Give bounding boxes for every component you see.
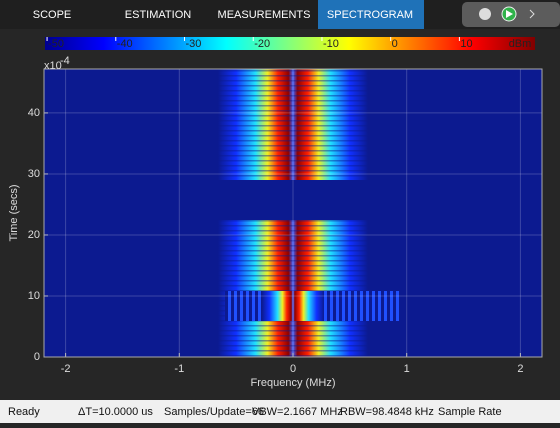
- x-axis-label: Frequency (MHz): [251, 377, 336, 389]
- tab[interactable]: MEASUREMENTS: [218, 9, 311, 21]
- spectrogram-texture: [218, 69, 368, 180]
- colorbar-tick-label: 10: [460, 38, 472, 50]
- status-item: VBW=2.1667 MHz: [252, 406, 343, 418]
- y-tick-label: 40: [28, 107, 40, 119]
- y-tick-label: 30: [28, 168, 40, 180]
- settings-icon[interactable]: [479, 8, 491, 20]
- tab[interactable]: SCOPE: [33, 9, 72, 21]
- spectrogram-band: [262, 291, 324, 321]
- colorbar-tick-label: -30: [186, 38, 202, 50]
- colorbar-tick-label: 0: [392, 38, 398, 50]
- more-icon[interactable]: [529, 9, 535, 19]
- tab[interactable]: ESTIMATION: [125, 9, 191, 21]
- y-multiplier: x10: [44, 60, 62, 72]
- y-multiplier-exponent: -4: [60, 55, 70, 67]
- active-tab: [318, 0, 424, 29]
- tab[interactable]: SPECTROGRAM: [327, 9, 413, 21]
- colorbar: [45, 37, 535, 50]
- y-axis-label: Time (secs): [8, 184, 20, 241]
- colorbar-tick-label: -40: [117, 38, 133, 50]
- x-tick-label: -2: [61, 363, 71, 375]
- status-item: Sample Rate: [438, 406, 502, 418]
- colorbar-tick-label: -20: [254, 38, 270, 50]
- y-tick-label: 0: [34, 351, 40, 363]
- colorbar-tick-label: -10: [323, 38, 339, 50]
- spectrogram-texture: [218, 220, 368, 357]
- status-item: RBW=98.4848 kHz: [340, 406, 434, 418]
- x-tick-label: 0: [290, 363, 296, 375]
- x-tick-label: 1: [404, 363, 410, 375]
- colorbar-tick-label: -50: [48, 38, 64, 50]
- status-item: ΔT=10.0000 us: [78, 406, 153, 418]
- status-item: Ready: [8, 406, 40, 418]
- status-bar: [0, 400, 560, 423]
- x-tick-label: 2: [517, 363, 523, 375]
- axes-box: [43, 68, 543, 358]
- y-tick-label: 10: [28, 290, 40, 302]
- status-item: Samples/Update=66: [164, 406, 264, 418]
- colorbar-label: dBm: [509, 38, 532, 50]
- x-tick-label: -1: [174, 363, 184, 375]
- y-tick-label: 20: [28, 229, 40, 241]
- run-icon: [506, 10, 513, 18]
- spectrogram-image: [218, 69, 400, 357]
